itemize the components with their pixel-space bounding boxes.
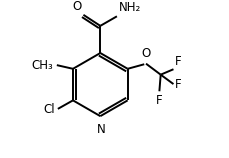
- Text: NH₂: NH₂: [118, 1, 141, 14]
- Text: F: F: [155, 94, 162, 107]
- Text: F: F: [174, 79, 181, 91]
- Text: Cl: Cl: [44, 103, 55, 116]
- Text: O: O: [72, 0, 82, 13]
- Text: CH₃: CH₃: [31, 59, 53, 72]
- Text: O: O: [141, 47, 150, 60]
- Text: N: N: [96, 123, 105, 136]
- Text: F: F: [174, 55, 181, 68]
